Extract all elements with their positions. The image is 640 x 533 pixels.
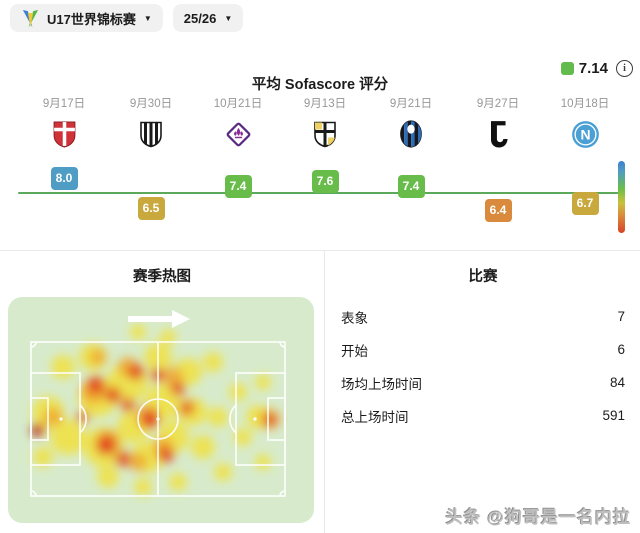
- arrow-right-icon: [128, 310, 190, 328]
- toolbar: U17世界锦标赛 ▼ 25/26 ▼: [10, 4, 244, 32]
- stat-value: 84: [609, 375, 625, 390]
- rating-badge[interactable]: 6.4: [484, 199, 512, 223]
- pitch-svg: [30, 310, 286, 497]
- chevron-down-icon: ▼: [143, 13, 152, 23]
- stat-value: 6: [617, 342, 625, 357]
- rating-badge[interactable]: 6.5: [137, 196, 165, 220]
- info-icon[interactable]: i: [616, 60, 633, 77]
- svg-text:N: N: [580, 126, 590, 142]
- bottom-panels: 赛季热图: [0, 250, 640, 533]
- stat-value: 591: [602, 408, 625, 423]
- rating-scale-bar: [618, 161, 625, 233]
- watermark: 头条 @狗哥是一名内拉: [445, 508, 631, 527]
- atalanta-crest-icon[interactable]: [368, 118, 454, 150]
- ratings-section-title: 平均 Sofascore 评分: [251, 77, 389, 94]
- rating-badge[interactable]: 6.7: [571, 192, 599, 216]
- heatmap-panel: 赛季热图: [0, 251, 325, 533]
- chevron-down-icon: ▼: [224, 13, 233, 23]
- stat-row: 场均上场时间 84: [341, 366, 625, 399]
- rating-badge[interactable]: 7.4: [397, 175, 425, 199]
- match-column[interactable]: 9月17日: [21, 95, 107, 150]
- tournament-select[interactable]: U17世界锦标赛 ▼: [10, 4, 163, 32]
- fiorentina-crest-icon[interactable]: [195, 118, 281, 150]
- stat-label: 表象: [341, 310, 368, 326]
- match-column[interactable]: 9月30日: [108, 95, 194, 150]
- tournament-logo-icon: [21, 8, 40, 29]
- season-label: 25/26: [183, 10, 217, 26]
- parma-crest-icon[interactable]: [282, 118, 368, 150]
- match-date: 10月18日: [560, 98, 610, 110]
- season-heatmap: [8, 297, 314, 523]
- rating-badge[interactable]: 8.0: [50, 166, 78, 190]
- stat-row: 表象 7: [341, 300, 625, 333]
- rating-color-swatch: [560, 62, 574, 75]
- stat-value: 7: [617, 309, 625, 324]
- matches-title: 比赛: [468, 269, 498, 285]
- match-date: 9月17日: [42, 98, 86, 110]
- match-column[interactable]: 10月21日: [195, 95, 281, 150]
- cesena-crest-icon[interactable]: [108, 118, 194, 150]
- stat-row: 总上场时间 591: [341, 399, 625, 432]
- heat-blobs: [31, 324, 280, 496]
- rating-badge[interactable]: 7.6: [311, 170, 339, 194]
- tournament-label: U17世界锦标赛: [47, 11, 136, 27]
- monza-crest-icon[interactable]: [21, 118, 107, 150]
- season-select[interactable]: 25/26 ▼: [172, 4, 244, 32]
- matches-panel: 比赛 表象 7 开始 6 场均上场时间 84 总上场时间 591: [325, 251, 640, 533]
- match-date: 10月21日: [213, 98, 263, 110]
- stat-label: 总上场时间: [341, 409, 409, 425]
- juventus-crest-icon[interactable]: [455, 118, 541, 150]
- stat-label: 场均上场时间: [341, 376, 422, 392]
- napoli-crest-icon[interactable]: N: [542, 118, 628, 150]
- match-date: 9月30日: [129, 98, 173, 110]
- match-date: 9月27日: [476, 98, 520, 110]
- average-rating-value: 7.14: [578, 60, 608, 77]
- match-column[interactable]: 9月13日: [282, 95, 368, 150]
- match-date: 9月13日: [303, 98, 347, 110]
- stat-label: 开始: [341, 343, 368, 359]
- pitch-lines: [30, 341, 286, 497]
- penalty-spots: [59, 417, 257, 421]
- heatmap-title: 赛季热图: [133, 269, 191, 285]
- match-column[interactable]: 9月21日: [368, 95, 454, 150]
- match-column[interactable]: 10月18日 N: [542, 95, 628, 150]
- average-rating: 7.14 i: [560, 60, 633, 77]
- stat-row: 开始 6: [341, 333, 625, 366]
- rating-badge[interactable]: 7.4: [224, 175, 252, 199]
- match-column[interactable]: 9月27日: [455, 95, 541, 150]
- rating-timeline-chart: 9月17日 8.0 9月30日 6.5 10月21日 7.4 9月13日 7.6 9月21日 7.…: [0, 90, 640, 250]
- match-date: 9月21日: [389, 98, 433, 110]
